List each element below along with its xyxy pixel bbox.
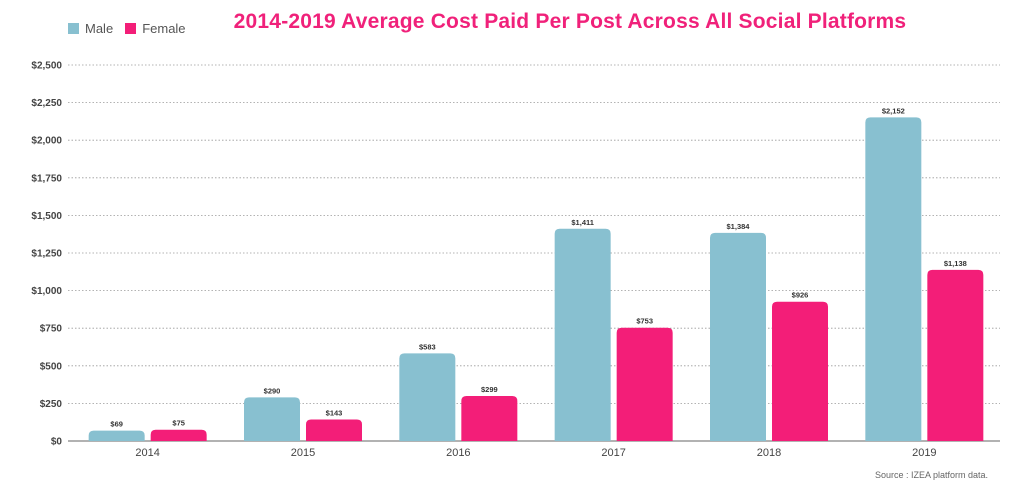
data-label: $2,152 — [882, 106, 905, 115]
bar-male-2016 — [399, 353, 456, 441]
legend-item-male: Male — [68, 21, 113, 36]
data-label: $753 — [636, 317, 653, 326]
legend-label-male: Male — [85, 21, 114, 36]
data-label: $299 — [481, 385, 498, 394]
y-tick-label: $1,000 — [31, 286, 62, 297]
y-tick-label: $2,250 — [31, 98, 62, 109]
bar-male-2018 — [710, 232, 766, 441]
legend-swatch-male — [68, 23, 79, 34]
y-tick-label: $250 — [40, 399, 63, 410]
y-tick-label: $2,000 — [31, 136, 62, 147]
y-tick-label: $1,250 — [31, 249, 62, 260]
data-label: $75 — [172, 419, 185, 428]
data-label: $1,411 — [571, 218, 594, 227]
data-label: $926 — [792, 291, 809, 300]
source-note: Source : IZEA platform data. — [874, 470, 988, 480]
bar-female-2014 — [150, 429, 207, 441]
data-label: $143 — [326, 408, 343, 417]
chart-title: 2014-2019 Average Cost Paid Per Post Acr… — [233, 10, 907, 33]
bar-male-2019 — [865, 117, 922, 441]
x-tick-label: 2016 — [446, 447, 470, 459]
y-tick-label: $0 — [51, 437, 63, 448]
x-tick-label: 2018 — [757, 447, 781, 459]
bar-female-2015 — [306, 419, 362, 441]
y-tick-label: $2,500 — [31, 61, 62, 72]
bar-male-2015 — [244, 397, 300, 441]
legend-swatch-female — [125, 23, 137, 34]
bar-female-2019 — [927, 269, 984, 441]
x-tick-label: 2014 — [135, 447, 159, 459]
legend-item-female: Female — [125, 21, 186, 36]
bar-female-2018 — [772, 301, 828, 441]
y-tick-label: $1,500 — [31, 211, 62, 222]
data-label: $1,138 — [944, 259, 967, 268]
data-label: $290 — [264, 386, 281, 395]
bar-female-2016 — [461, 396, 518, 441]
y-tick-label: $1,750 — [31, 173, 62, 184]
data-label: $583 — [419, 342, 436, 351]
x-tick-label: 2017 — [601, 447, 625, 459]
legend-label-female: Female — [142, 21, 186, 36]
bar-female-2017 — [616, 327, 673, 441]
data-label: $1,384 — [727, 222, 751, 231]
y-tick-label: $500 — [40, 361, 63, 372]
bar-male-2014 — [88, 430, 145, 441]
legend: Male Female — [68, 21, 198, 36]
x-tick-label: 2019 — [912, 447, 936, 459]
bar-male-2017 — [554, 228, 611, 441]
data-label: $69 — [110, 420, 123, 429]
x-tick-label: 2015 — [291, 447, 315, 459]
y-tick-label: $750 — [40, 324, 63, 335]
